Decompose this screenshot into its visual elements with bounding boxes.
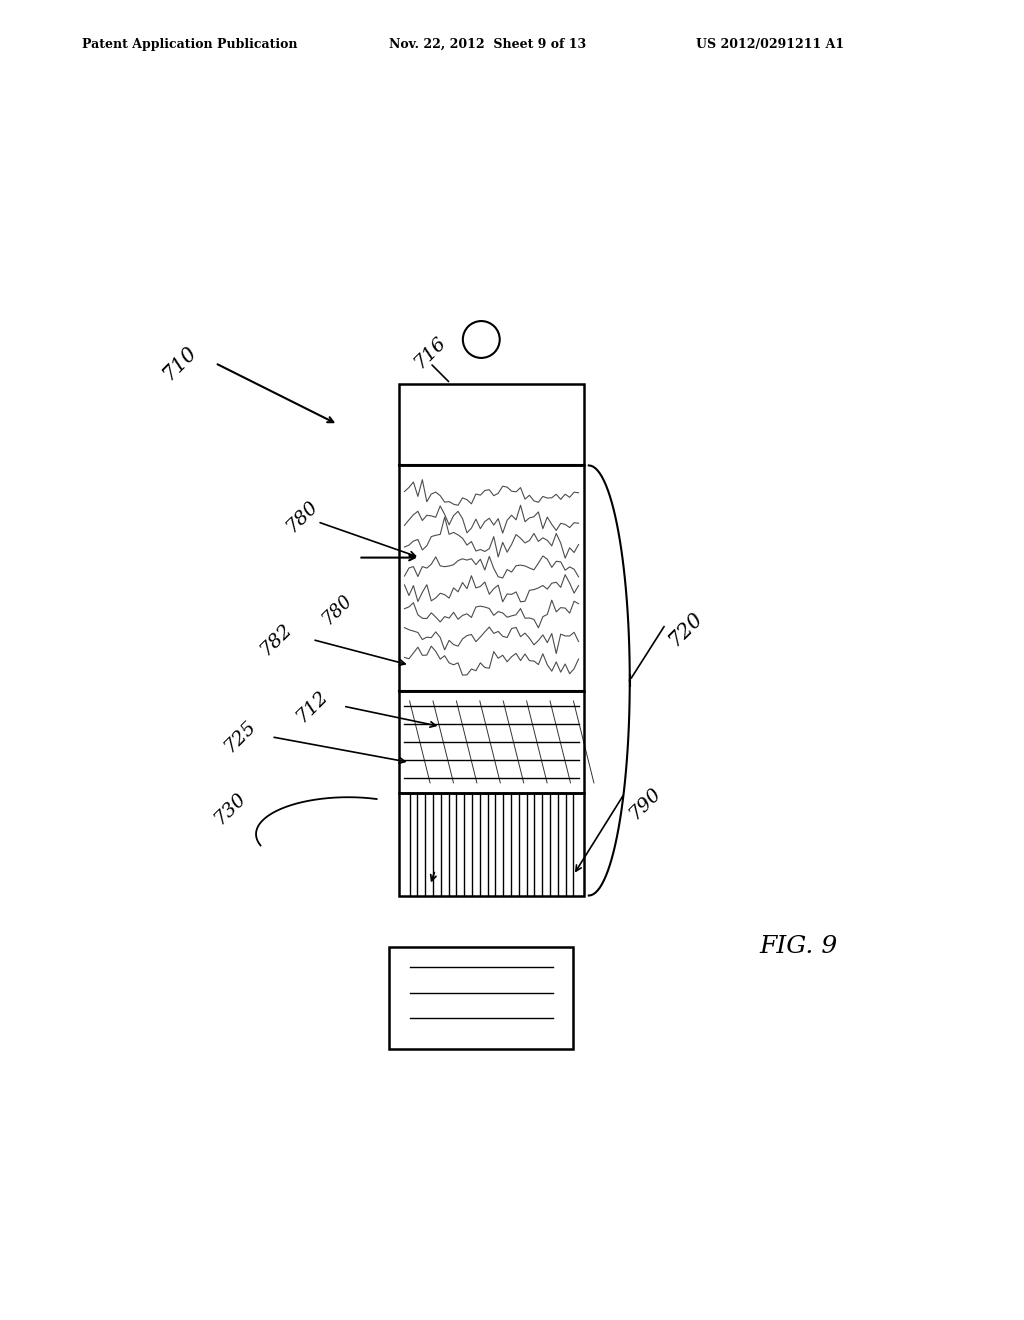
Text: FIG. 9: FIG. 9	[760, 935, 838, 958]
Text: 782: 782	[257, 620, 296, 659]
Bar	[399, 793, 584, 895]
Text: 710: 710	[159, 342, 200, 384]
Text: Nov. 22, 2012  Sheet 9 of 13: Nov. 22, 2012 Sheet 9 of 13	[389, 37, 587, 50]
Text: 780: 780	[283, 498, 322, 536]
Text: 716: 716	[411, 334, 450, 372]
Bar	[399, 466, 584, 690]
Text: 730: 730	[211, 789, 250, 828]
Bar	[399, 384, 584, 466]
Text: Patent Application Publication: Patent Application Publication	[82, 37, 297, 50]
Text: 720: 720	[666, 609, 707, 649]
Bar	[399, 690, 584, 793]
Text: 712: 712	[293, 686, 332, 726]
Bar	[389, 946, 573, 1049]
Text: 780: 780	[319, 590, 356, 627]
Text: US 2012/0291211 A1: US 2012/0291211 A1	[696, 37, 845, 50]
Text: 725: 725	[221, 717, 260, 756]
Text: 790: 790	[626, 784, 665, 822]
